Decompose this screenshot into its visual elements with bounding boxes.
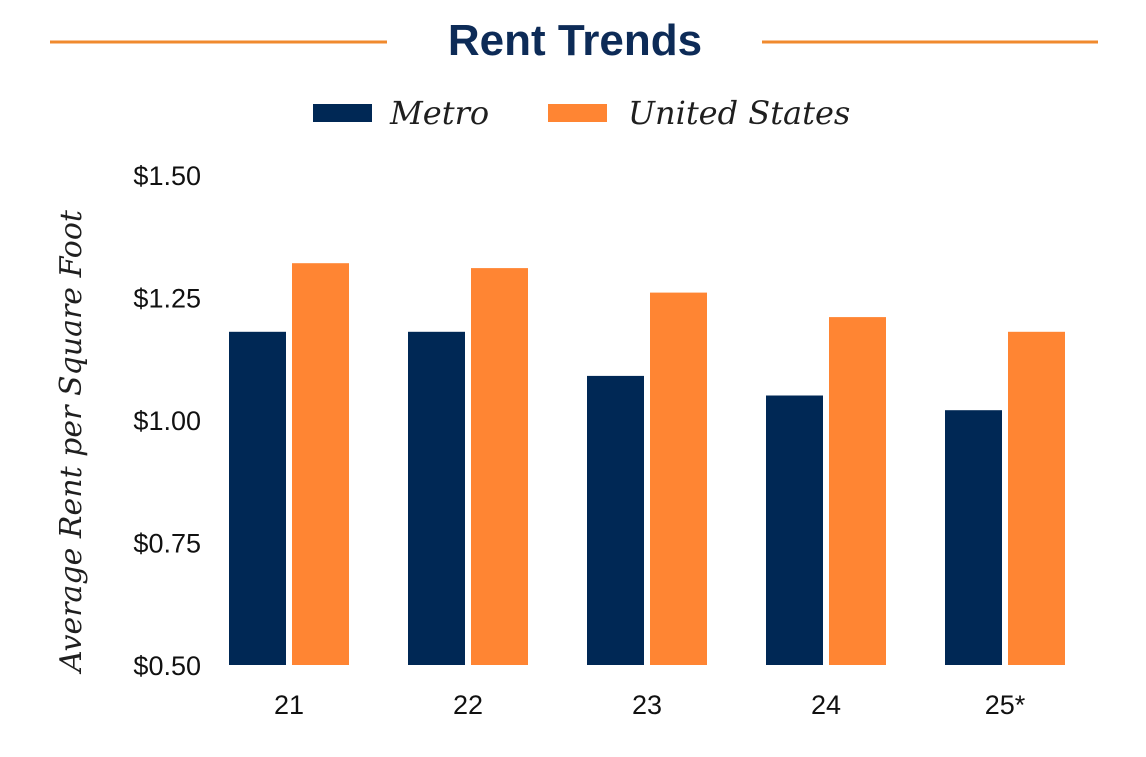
x-tick-label: 25* bbox=[985, 690, 1026, 720]
bar-united-states-25 bbox=[1008, 331, 1065, 665]
bar-united-states-24 bbox=[829, 317, 886, 665]
legend-swatch-united-states bbox=[548, 104, 607, 122]
bar-metro-21 bbox=[229, 331, 286, 665]
bar-united-states-23 bbox=[650, 292, 707, 665]
bars bbox=[229, 263, 1065, 665]
y-tick-label: $1.00 bbox=[133, 406, 201, 436]
y-tick-label: $0.75 bbox=[133, 529, 201, 559]
x-tick-label: 22 bbox=[453, 690, 483, 720]
x-tick-label: 23 bbox=[632, 690, 662, 720]
chart-title: Rent Trends bbox=[448, 16, 702, 65]
legend-swatch-metro bbox=[313, 104, 372, 122]
bar-united-states-21 bbox=[292, 263, 349, 665]
y-tick-label: $1.25 bbox=[133, 284, 201, 314]
bar-united-states-22 bbox=[471, 268, 528, 665]
bar-metro-24 bbox=[766, 395, 823, 665]
x-axis-ticks: 21 22 23 24 25* bbox=[274, 690, 1026, 720]
legend-label-united-states: United States bbox=[628, 94, 850, 132]
x-tick-label: 21 bbox=[274, 690, 304, 720]
bar-metro-22 bbox=[408, 331, 465, 665]
legend-label-metro: Metro bbox=[389, 94, 489, 132]
y-axis-ticks: $0.50 $0.75 $1.00 $1.25 $1.50 bbox=[133, 161, 201, 681]
bar-metro-23 bbox=[587, 375, 644, 665]
bar-metro-25 bbox=[945, 410, 1002, 665]
y-tick-label: $1.50 bbox=[133, 161, 201, 191]
legend: Metro United States bbox=[313, 94, 850, 132]
x-tick-label: 24 bbox=[811, 690, 841, 720]
y-tick-label: $0.50 bbox=[133, 651, 201, 681]
y-axis-label: Average Rent per Square Foot bbox=[54, 209, 89, 675]
